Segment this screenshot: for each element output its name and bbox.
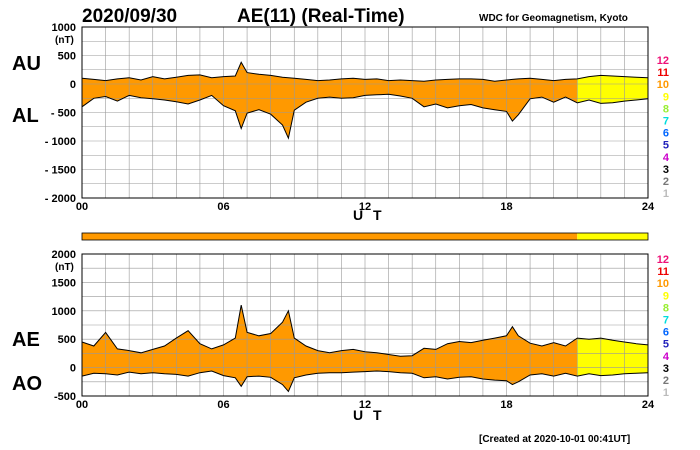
legend-level-5: 5 (663, 140, 669, 152)
y-tick-label: 1000 (52, 306, 76, 318)
y-tick-label: 1000 (52, 22, 76, 34)
x-tick-label: 18 (500, 399, 512, 411)
ae-label: AE (12, 329, 40, 351)
created-timestamp: [Created at 2020-10-01 00:41UT] (479, 434, 630, 445)
y-tick-label: 2000 (52, 249, 76, 261)
trace-ao (81, 370, 649, 393)
x-tick-label: 24 (642, 399, 655, 411)
legend-level-3: 3 (663, 164, 669, 176)
legend-level-8: 8 (663, 103, 669, 115)
legend-level-6: 6 (663, 327, 669, 339)
trace-ae (81, 304, 649, 357)
legend-level-6: 6 (663, 128, 669, 140)
y-tick-label: 500 (58, 51, 76, 63)
legend-level-5: 5 (663, 339, 669, 351)
legend-level-4: 4 (663, 351, 670, 363)
legend-level-10: 10 (657, 278, 669, 290)
status-segment (577, 233, 648, 240)
y-tick-label: 0 (70, 363, 76, 375)
y-tick-label: - 1000 (45, 136, 76, 148)
legend-level-12: 12 (657, 55, 669, 67)
legend-level-9: 9 (663, 91, 669, 103)
legend-level-2: 2 (663, 375, 669, 387)
legend-level-8: 8 (663, 302, 669, 314)
status-segment (82, 233, 578, 240)
area-fill-recent (577, 338, 648, 377)
y-tick-label: 500 (58, 334, 76, 346)
legend-level-4: 4 (663, 152, 670, 164)
x-tick-label: 12 (359, 201, 371, 213)
legend-level-3: 3 (663, 363, 669, 375)
y-tick-label: -500 (54, 391, 76, 403)
legend-level-1: 1 (663, 387, 669, 399)
plot-frame (81, 26, 649, 199)
area-fill-main (82, 62, 578, 139)
x-tick-label: 24 (642, 201, 655, 213)
area-fill-main (82, 305, 578, 392)
legend-level-2: 2 (663, 176, 669, 188)
plot-frame (81, 253, 649, 397)
y-tick-label: 0 (70, 79, 76, 91)
legend-level-12: 12 (657, 254, 669, 266)
legend-level-11: 11 (657, 67, 669, 79)
index-title: AE(11) (Real-Time) (237, 6, 405, 27)
legend-level-7: 7 (663, 315, 669, 327)
au-label: AU (12, 53, 41, 75)
x-tick-label: 06 (217, 399, 229, 411)
panel1-xlabel: U T (353, 207, 385, 223)
panel1-unit: (nT) (55, 35, 74, 46)
legend-level-1: 1 (663, 188, 669, 200)
x-tick-label: 18 (500, 201, 512, 213)
x-tick-label: 06 (217, 201, 229, 213)
status-frame (81, 232, 649, 241)
y-tick-label: - 500 (51, 108, 76, 120)
ao-label: AO (12, 373, 42, 395)
x-tick-label: 00 (76, 201, 88, 213)
legend-level-10: 10 (657, 79, 669, 91)
legend-level-9: 9 (663, 290, 669, 302)
y-tick-label: 1500 (52, 277, 76, 289)
legend-level-11: 11 (657, 266, 669, 278)
panel2-xlabel: U T (353, 407, 385, 423)
activity-status-bar (81, 232, 649, 241)
date-title: 2020/09/30 (82, 6, 177, 27)
panel2-unit: (nT) (55, 262, 74, 273)
source-credit: WDC for Geomagnetism, Kyoto (479, 13, 628, 24)
legend-level-7: 7 (663, 116, 669, 128)
x-tick-label: 12 (359, 399, 371, 411)
area-fill-recent (577, 75, 648, 104)
y-tick-label: - 1500 (45, 165, 76, 177)
trace-al (81, 93, 649, 140)
x-tick-label: 00 (76, 399, 88, 411)
y-tick-label: - 2000 (45, 193, 76, 205)
trace-au (81, 61, 649, 82)
al-label: AL (12, 105, 39, 127)
